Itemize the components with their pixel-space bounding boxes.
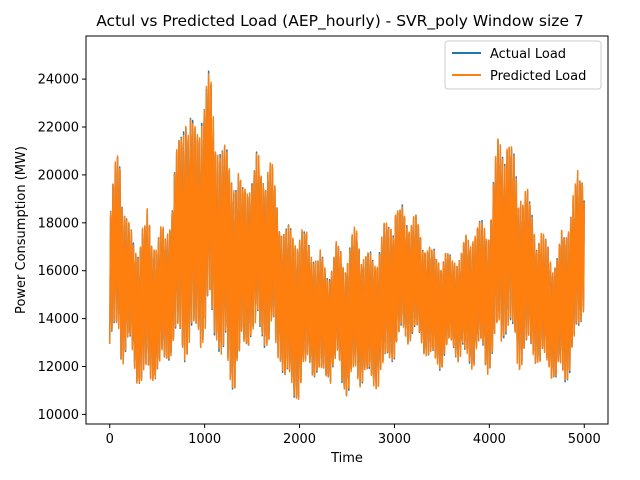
legend-label-actual: Actual Load <box>490 47 566 62</box>
plot-area <box>108 70 585 400</box>
x-tick-label: 3000 <box>378 432 411 447</box>
chart-title: Actul vs Predicted Load (AEP_hourly) - S… <box>96 12 584 31</box>
legend-box <box>444 40 602 90</box>
plot-frame <box>85 35 609 425</box>
y-tick-label: 14000 <box>38 312 79 327</box>
y-tick-label: 22000 <box>38 121 79 136</box>
x-tick-label: 2000 <box>283 432 316 447</box>
y-tick-label: 10000 <box>38 408 79 423</box>
series-line-predicted-load <box>108 73 585 400</box>
y-tick-label: 24000 <box>38 73 79 88</box>
y-axis-label: Power Consumption (MW) <box>14 146 29 314</box>
x-axis: 0 1000 2000 3000 4000 5000 <box>106 424 601 447</box>
x-tick-label: 0 <box>106 432 114 447</box>
x-tick-label: 5000 <box>568 432 601 447</box>
y-tick-label: 12000 <box>38 360 79 375</box>
x-tick-label: 1000 <box>188 432 221 447</box>
legend: Actual Load Predicted Load <box>444 40 602 90</box>
x-axis-label: Time <box>330 451 363 466</box>
legend-label-predicted: Predicted Load <box>490 69 586 84</box>
y-tick-label: 16000 <box>38 264 79 279</box>
y-tick-label: 20000 <box>38 168 79 183</box>
y-axis: 10000 12000 14000 16000 18000 20000 22000 24000 <box>38 73 86 423</box>
y-tick-label: 18000 <box>38 216 79 231</box>
x-tick-label: 4000 <box>473 432 506 447</box>
